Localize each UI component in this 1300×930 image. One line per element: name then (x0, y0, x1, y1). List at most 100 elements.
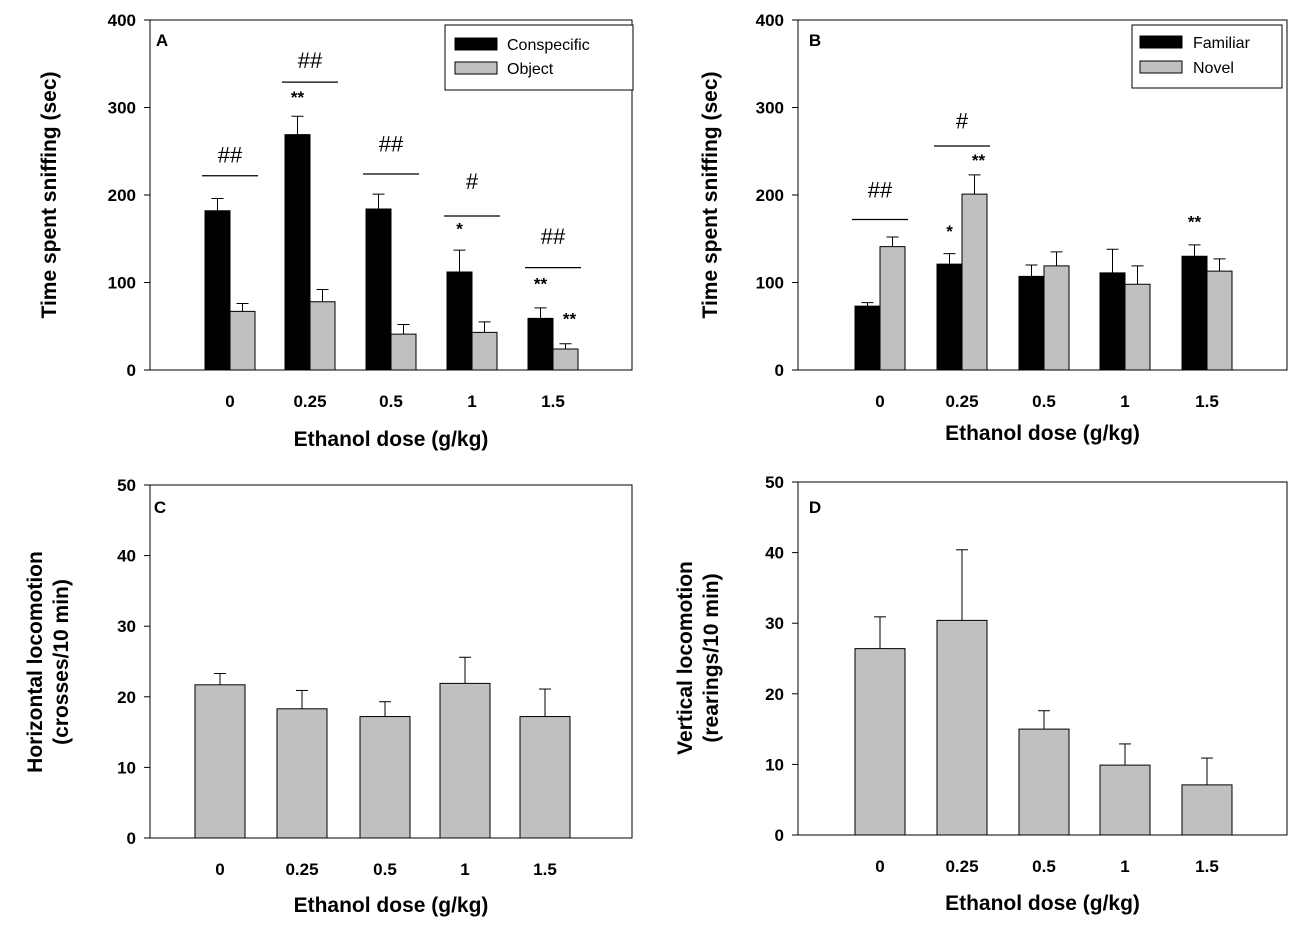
y-tick-label: 30 (117, 617, 136, 636)
significance-mark: ## (868, 178, 893, 203)
y-axis-title: Vertical locomotion (674, 561, 697, 755)
panel-label: B (809, 31, 821, 50)
significance-mark: # (956, 109, 969, 134)
legend-label: Novel (1193, 60, 1234, 77)
significance-mark: ** (1188, 212, 1202, 231)
y-tick-label: 300 (756, 99, 784, 118)
bar (1018, 275, 1045, 371)
significance-mark: ## (218, 143, 243, 168)
x-tick-label: 1 (467, 392, 476, 411)
y-tick-label: 200 (756, 186, 784, 205)
x-tick-label: 0 (875, 392, 884, 411)
x-tick-label: 1 (1120, 857, 1129, 876)
bar (854, 648, 906, 836)
y-axis-title: Horizontal locomotion (24, 551, 47, 773)
significance-mark: * (456, 219, 463, 238)
x-tick-label: 1.5 (1195, 857, 1219, 876)
bar (309, 301, 336, 371)
x-tick-label: 0 (875, 857, 884, 876)
x-tick-label: 1.5 (533, 860, 557, 879)
significance-mark: * (946, 222, 953, 241)
bar (276, 708, 328, 839)
bar (284, 134, 311, 371)
y-tick-label: 0 (775, 361, 784, 380)
legend-swatch (1139, 60, 1183, 74)
y-tick-label: 0 (127, 829, 136, 848)
y-tick-label: 0 (127, 361, 136, 380)
bar (854, 305, 881, 371)
bar (936, 619, 988, 836)
legend-swatch (454, 61, 498, 75)
y-tick-label: 100 (756, 274, 784, 293)
x-tick-label: 0.25 (945, 392, 978, 411)
bar (1124, 283, 1151, 371)
y-axis-title: (crosses/10 min) (50, 579, 73, 745)
legend-label: Conspecific (507, 37, 590, 54)
x-axis-title: Ethanol dose (g/kg) (945, 892, 1140, 915)
x-tick-label: 1.5 (1195, 392, 1219, 411)
bar (194, 684, 246, 839)
panel-label: A (156, 31, 168, 50)
y-tick-label: 10 (765, 755, 784, 774)
significance-mark: ## (298, 48, 323, 73)
bar (936, 263, 963, 371)
x-tick-label: 1.5 (541, 392, 565, 411)
significance-mark: ** (291, 88, 305, 107)
x-tick-label: 0.25 (293, 392, 326, 411)
bar (961, 193, 988, 371)
x-axis-title: Ethanol dose (g/kg) (294, 894, 489, 917)
bar (204, 210, 231, 371)
x-tick-label: 0 (225, 392, 234, 411)
legend-box (444, 24, 634, 91)
significance-mark: ** (563, 310, 577, 329)
y-tick-label: 200 (108, 186, 136, 205)
y-tick-label: 400 (108, 11, 136, 30)
y-tick-label: 50 (765, 473, 784, 492)
bar (365, 208, 392, 371)
legend-label: Object (507, 61, 554, 78)
bar (229, 310, 256, 371)
bar (1099, 272, 1126, 371)
bar (1206, 270, 1233, 371)
x-tick-label: 0.5 (1032, 857, 1056, 876)
y-tick-label: 400 (756, 11, 784, 30)
x-tick-label: 1 (460, 860, 469, 879)
y-tick-label: 40 (765, 544, 784, 563)
x-tick-label: 0 (215, 860, 224, 879)
bar (552, 348, 579, 371)
significance-mark: ** (972, 151, 986, 170)
panel-c: 0 10 20 30 40 50 0 0.25 0.5 1 1.5 C Ethanol dose (g/… (24, 476, 633, 917)
bar (390, 333, 417, 371)
y-tick-label: 0 (775, 826, 784, 845)
significance-mark: # (466, 169, 479, 194)
y-axis-title: Time spent sniffing (sec) (38, 72, 61, 319)
bar (439, 682, 491, 839)
legend-swatch (454, 37, 498, 51)
bar (519, 716, 571, 839)
y-axis-title: Time spent sniffing (sec) (699, 72, 722, 319)
legend-label: Familiar (1193, 35, 1251, 52)
x-tick-label: 0.25 (285, 860, 318, 879)
bar (1099, 764, 1151, 836)
significance-mark: ## (379, 131, 404, 156)
y-tick-label: 20 (765, 685, 784, 704)
y-tick-label: 10 (117, 758, 136, 777)
bar (879, 246, 906, 371)
panel-d: 0 10 20 30 40 50 0 0.25 0.5 1 1.5 D Ethanol dose (g/… (674, 473, 1288, 915)
bar (446, 271, 473, 371)
y-axis-title: (rearings/10 min) (700, 573, 723, 742)
x-axis-title: Ethanol dose (g/kg) (294, 428, 489, 451)
y-tick-label: 30 (765, 614, 784, 633)
y-tick-label: 20 (117, 688, 136, 707)
y-tick-label: 50 (117, 476, 136, 495)
y-tick-label: 300 (108, 99, 136, 118)
bar (527, 317, 554, 371)
y-tick-label: 40 (117, 547, 136, 566)
bar (1181, 255, 1208, 371)
x-axis-title: Ethanol dose (g/kg) (945, 422, 1140, 445)
bar (471, 331, 498, 371)
x-tick-label: 0.5 (379, 392, 403, 411)
x-tick-label: 0.5 (1032, 392, 1056, 411)
